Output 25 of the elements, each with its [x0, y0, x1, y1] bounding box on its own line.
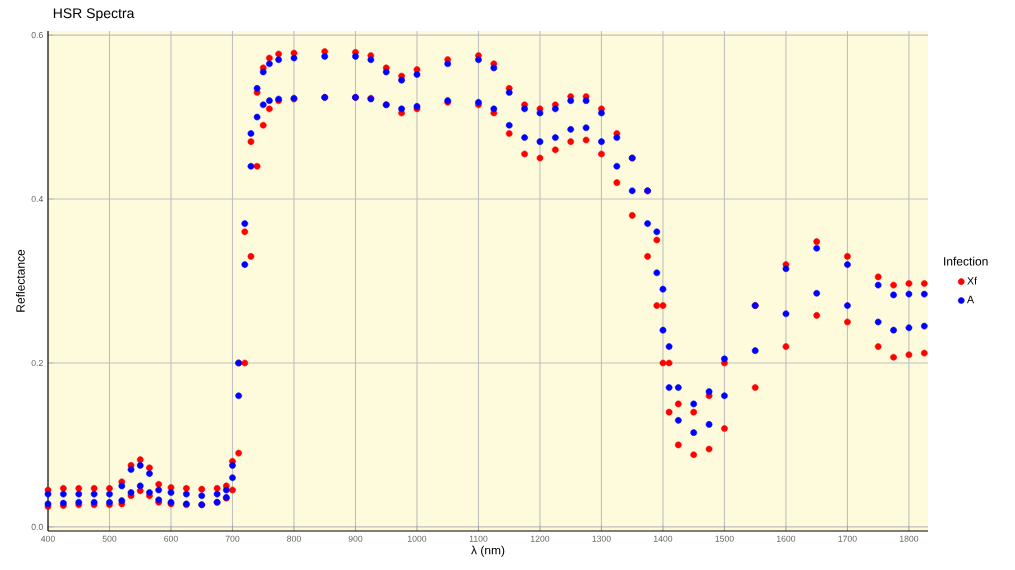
chart-title: HSR Spectra: [53, 8, 135, 21]
legend-title: Infection: [944, 256, 988, 266]
x-tick-label: 1700: [838, 535, 857, 542]
legend-label: Xf: [967, 276, 978, 285]
y-tick-label: 0.4: [31, 195, 44, 203]
x-tick-label: 800: [287, 535, 301, 542]
legend-label: A: [967, 295, 975, 304]
x-tick-label: 1500: [715, 535, 734, 542]
y-tick-label: 0.0: [31, 523, 43, 530]
x-tick-label: 500: [102, 535, 117, 542]
x-tick-label: 1000: [408, 535, 427, 542]
x-tick-label: 900: [348, 535, 363, 542]
x-axis-title: λ (nm): [471, 545, 505, 557]
x-tick-label: 1600: [776, 535, 796, 542]
x-tick-label: 1100: [469, 535, 488, 542]
x-tick-label: 400: [40, 535, 55, 542]
x-tick-label: 1300: [592, 535, 611, 542]
y-tick-label: 0.2: [31, 359, 43, 367]
x-tick-label: 1400: [653, 535, 673, 542]
y-tick-label: 0.6: [31, 32, 43, 39]
x-tick-label: 1800: [899, 535, 919, 542]
x-tick-label: 1200: [531, 535, 550, 542]
x-tick-label: 600: [164, 535, 178, 542]
x-tick-label: 700: [225, 535, 240, 542]
y-axis-title: Reflectance: [15, 249, 25, 312]
